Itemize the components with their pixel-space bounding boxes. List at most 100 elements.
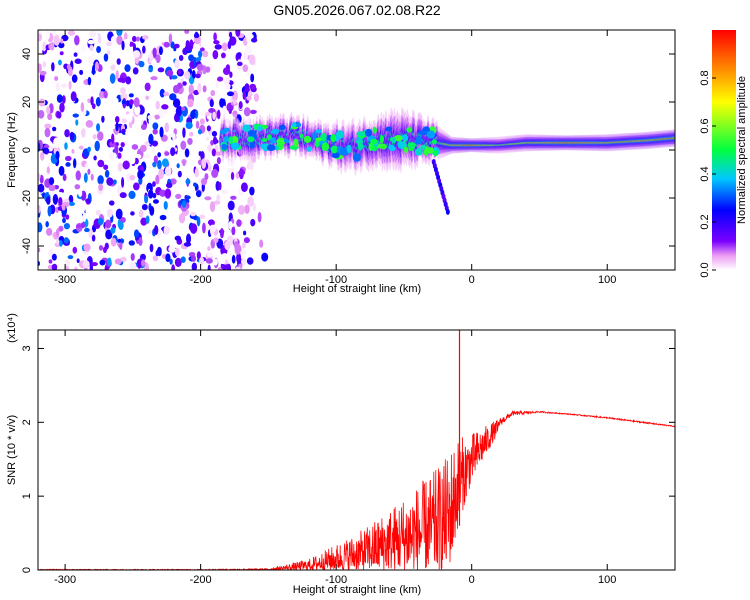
noise-speckle (83, 243, 91, 252)
noise-speckle (219, 228, 224, 239)
ridge-cell (492, 136, 496, 154)
noise-speckle (42, 61, 47, 68)
ridge-cell (438, 136, 442, 151)
ridge-cell (441, 137, 445, 150)
ridge-cell (612, 133, 617, 152)
ridge-cell (516, 141, 520, 146)
ridge-cell (619, 133, 623, 151)
ridge-cell (571, 140, 575, 145)
ridge-cell (445, 133, 450, 156)
ridge-cell (594, 140, 598, 145)
ridge-cell (555, 135, 559, 151)
ridge-cell (584, 141, 588, 144)
ridge-cell (475, 140, 479, 151)
snr-scale-factor: (x10⁴) (6, 313, 18, 343)
ridge-cell (507, 142, 511, 147)
ridge-cell (467, 144, 471, 147)
ridge-cell (569, 141, 573, 144)
noise-speckle (223, 78, 230, 85)
ridge-cell (605, 140, 609, 145)
noise-speckle (117, 162, 123, 172)
noise-speckle (97, 34, 102, 44)
ridge-cell (548, 134, 553, 151)
noise-speckle (207, 144, 213, 153)
noise-speckle (65, 214, 70, 220)
ridge-cell (483, 144, 488, 147)
ridge-cell (518, 137, 522, 150)
noise-speckle (42, 147, 50, 154)
ridge-cell (475, 137, 479, 153)
noise-speckle (98, 244, 104, 251)
ridge-cell (442, 140, 446, 148)
ridge-cell (458, 144, 463, 147)
ridge-cell (542, 140, 546, 145)
ridge-cell (476, 140, 480, 151)
ridge-cell (541, 141, 545, 144)
noise-speckle (227, 40, 232, 50)
ridge-cell (436, 141, 440, 144)
ridge-cell (537, 137, 541, 149)
ridge-cell (619, 135, 623, 149)
y-tick-label: 3 (21, 345, 33, 351)
ridge-cell (635, 140, 639, 143)
noise-speckle (56, 111, 62, 119)
ridge-cell (527, 134, 531, 152)
ridge-cell (517, 142, 521, 145)
noise-speckle (103, 164, 109, 170)
ridge-cell (634, 135, 638, 148)
noise-speckle (65, 162, 71, 167)
noise-speckle (184, 30, 190, 34)
ridge-cell (642, 139, 646, 142)
noise-speckle (238, 101, 243, 110)
ridge-cell (576, 141, 580, 144)
noise-speckle (216, 194, 221, 202)
noise-speckle (109, 141, 116, 148)
ridge-cell (508, 142, 513, 147)
noise-speckle (58, 191, 64, 197)
noise-speckle (193, 32, 200, 39)
noise-speckle (151, 140, 159, 147)
noise-speckle (110, 237, 117, 247)
ridge-cell (595, 136, 599, 149)
ridge-cell (591, 141, 595, 144)
ridge-cell (627, 132, 631, 151)
ridge-cell (633, 140, 637, 143)
ridge-cell (485, 144, 489, 147)
noise-speckle (64, 265, 69, 270)
noise-speckle (215, 78, 219, 89)
ridge-cell (623, 139, 627, 144)
ridge-cell (466, 144, 470, 147)
ridge-cell (506, 143, 510, 146)
noise-speckle (235, 30, 241, 37)
ridge-cell (561, 141, 566, 144)
noise-speckle (82, 260, 90, 269)
ridge-cell (541, 140, 545, 145)
ridge-cell (466, 137, 470, 153)
ridge-cell (435, 137, 439, 140)
ridge-blob (431, 139, 438, 145)
noise-speckle (164, 122, 169, 133)
ridge-cell (485, 139, 489, 151)
ridge-cell (442, 142, 446, 146)
ridge-cell (488, 139, 492, 151)
ridge-cell (610, 141, 614, 144)
ridge-cell (450, 144, 454, 147)
ridge-cell (619, 139, 623, 145)
snr-series-line (38, 409, 675, 570)
noise-speckle (169, 258, 173, 265)
ridge-cell (554, 139, 558, 147)
noise-speckle (140, 144, 147, 153)
ridge-cell (455, 143, 459, 148)
noise-speckle (161, 104, 169, 110)
ridge-cell (481, 144, 485, 147)
ridge-cell (448, 135, 452, 155)
ridge-cell (474, 144, 478, 147)
noise-speckle (133, 229, 140, 239)
ridge-cell (585, 141, 590, 144)
noise-speckle (111, 133, 115, 144)
noise-speckle (95, 97, 101, 107)
noise-speckle (226, 91, 234, 97)
ridge-cell (539, 141, 543, 144)
ridge-cell (594, 139, 598, 147)
noise-speckle (62, 217, 66, 224)
